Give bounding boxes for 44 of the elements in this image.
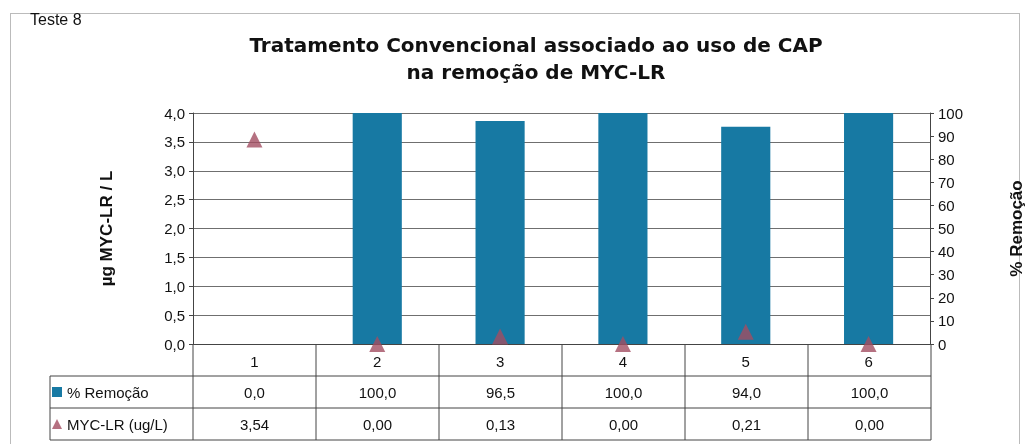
y2-tick-label: 30 bbox=[938, 266, 955, 284]
y2-tick-label: 50 bbox=[938, 220, 955, 237]
y-tick-label: 3,0 bbox=[164, 162, 185, 180]
y-tick-label: 1,5 bbox=[164, 248, 185, 266]
y-tick-label: 2,5 bbox=[164, 191, 185, 209]
y2-tick-label: 20 bbox=[938, 289, 955, 307]
y2-tick-label: 80 bbox=[938, 150, 955, 168]
data-label: 0,13 bbox=[485, 415, 516, 433]
data-label: 0,00 bbox=[608, 415, 639, 433]
legend-label: MYC-LR (ug/L) bbox=[67, 415, 168, 433]
y-tick-label: 1,0 bbox=[164, 277, 185, 295]
text: Teste 8 bbox=[30, 10, 82, 28]
y2-tick-label: 70 bbox=[938, 173, 955, 191]
y2-tick-label: 0 bbox=[938, 335, 947, 353]
y2-tick-label: 100 bbox=[938, 104, 964, 122]
y-tick-label: 3,5 bbox=[164, 133, 185, 151]
y-tick-label: 2,0 bbox=[164, 220, 185, 237]
y-axis-title: µg MYC-LR / L bbox=[97, 170, 116, 287]
y-tick-label: 0,5 bbox=[164, 306, 185, 324]
y2-tick-label: 60 bbox=[938, 196, 955, 214]
x-tick-label: 5 bbox=[741, 353, 750, 370]
data-label: 0,00 bbox=[362, 415, 393, 433]
x-tick-label: 4 bbox=[618, 353, 628, 370]
legend-label: % Remoção bbox=[67, 383, 149, 401]
x-tick-label: 6 bbox=[864, 353, 873, 370]
y2-tick-label: 90 bbox=[938, 127, 955, 145]
y2-axis-title: % Remoção bbox=[1007, 180, 1026, 277]
data-label: 3,54 bbox=[239, 415, 270, 433]
data-label: 96,5 bbox=[485, 383, 516, 401]
data-label: 100,0 bbox=[850, 383, 889, 401]
data-label: 100,0 bbox=[358, 383, 397, 401]
x-tick-label: 3 bbox=[495, 353, 505, 370]
chart-title: Tratamento Convencional associado ao uso de CAP na remoção de MYC-LR bbox=[249, 32, 823, 84]
y-tick-label: 4,0 bbox=[164, 104, 185, 122]
data-label: 0,21 bbox=[731, 415, 762, 433]
x-tick-label: 1 bbox=[250, 353, 259, 370]
y-tick-label: 0,0 bbox=[164, 335, 185, 353]
data-label: 94,0 bbox=[731, 383, 762, 401]
data-label: 0,0 bbox=[244, 383, 265, 401]
x-tick-label: 2 bbox=[373, 353, 382, 370]
data-label: 0,00 bbox=[854, 415, 885, 433]
data-label: 100,0 bbox=[604, 383, 643, 401]
y2-tick-label: 10 bbox=[938, 312, 955, 330]
y2-tick-label: 40 bbox=[938, 243, 955, 261]
